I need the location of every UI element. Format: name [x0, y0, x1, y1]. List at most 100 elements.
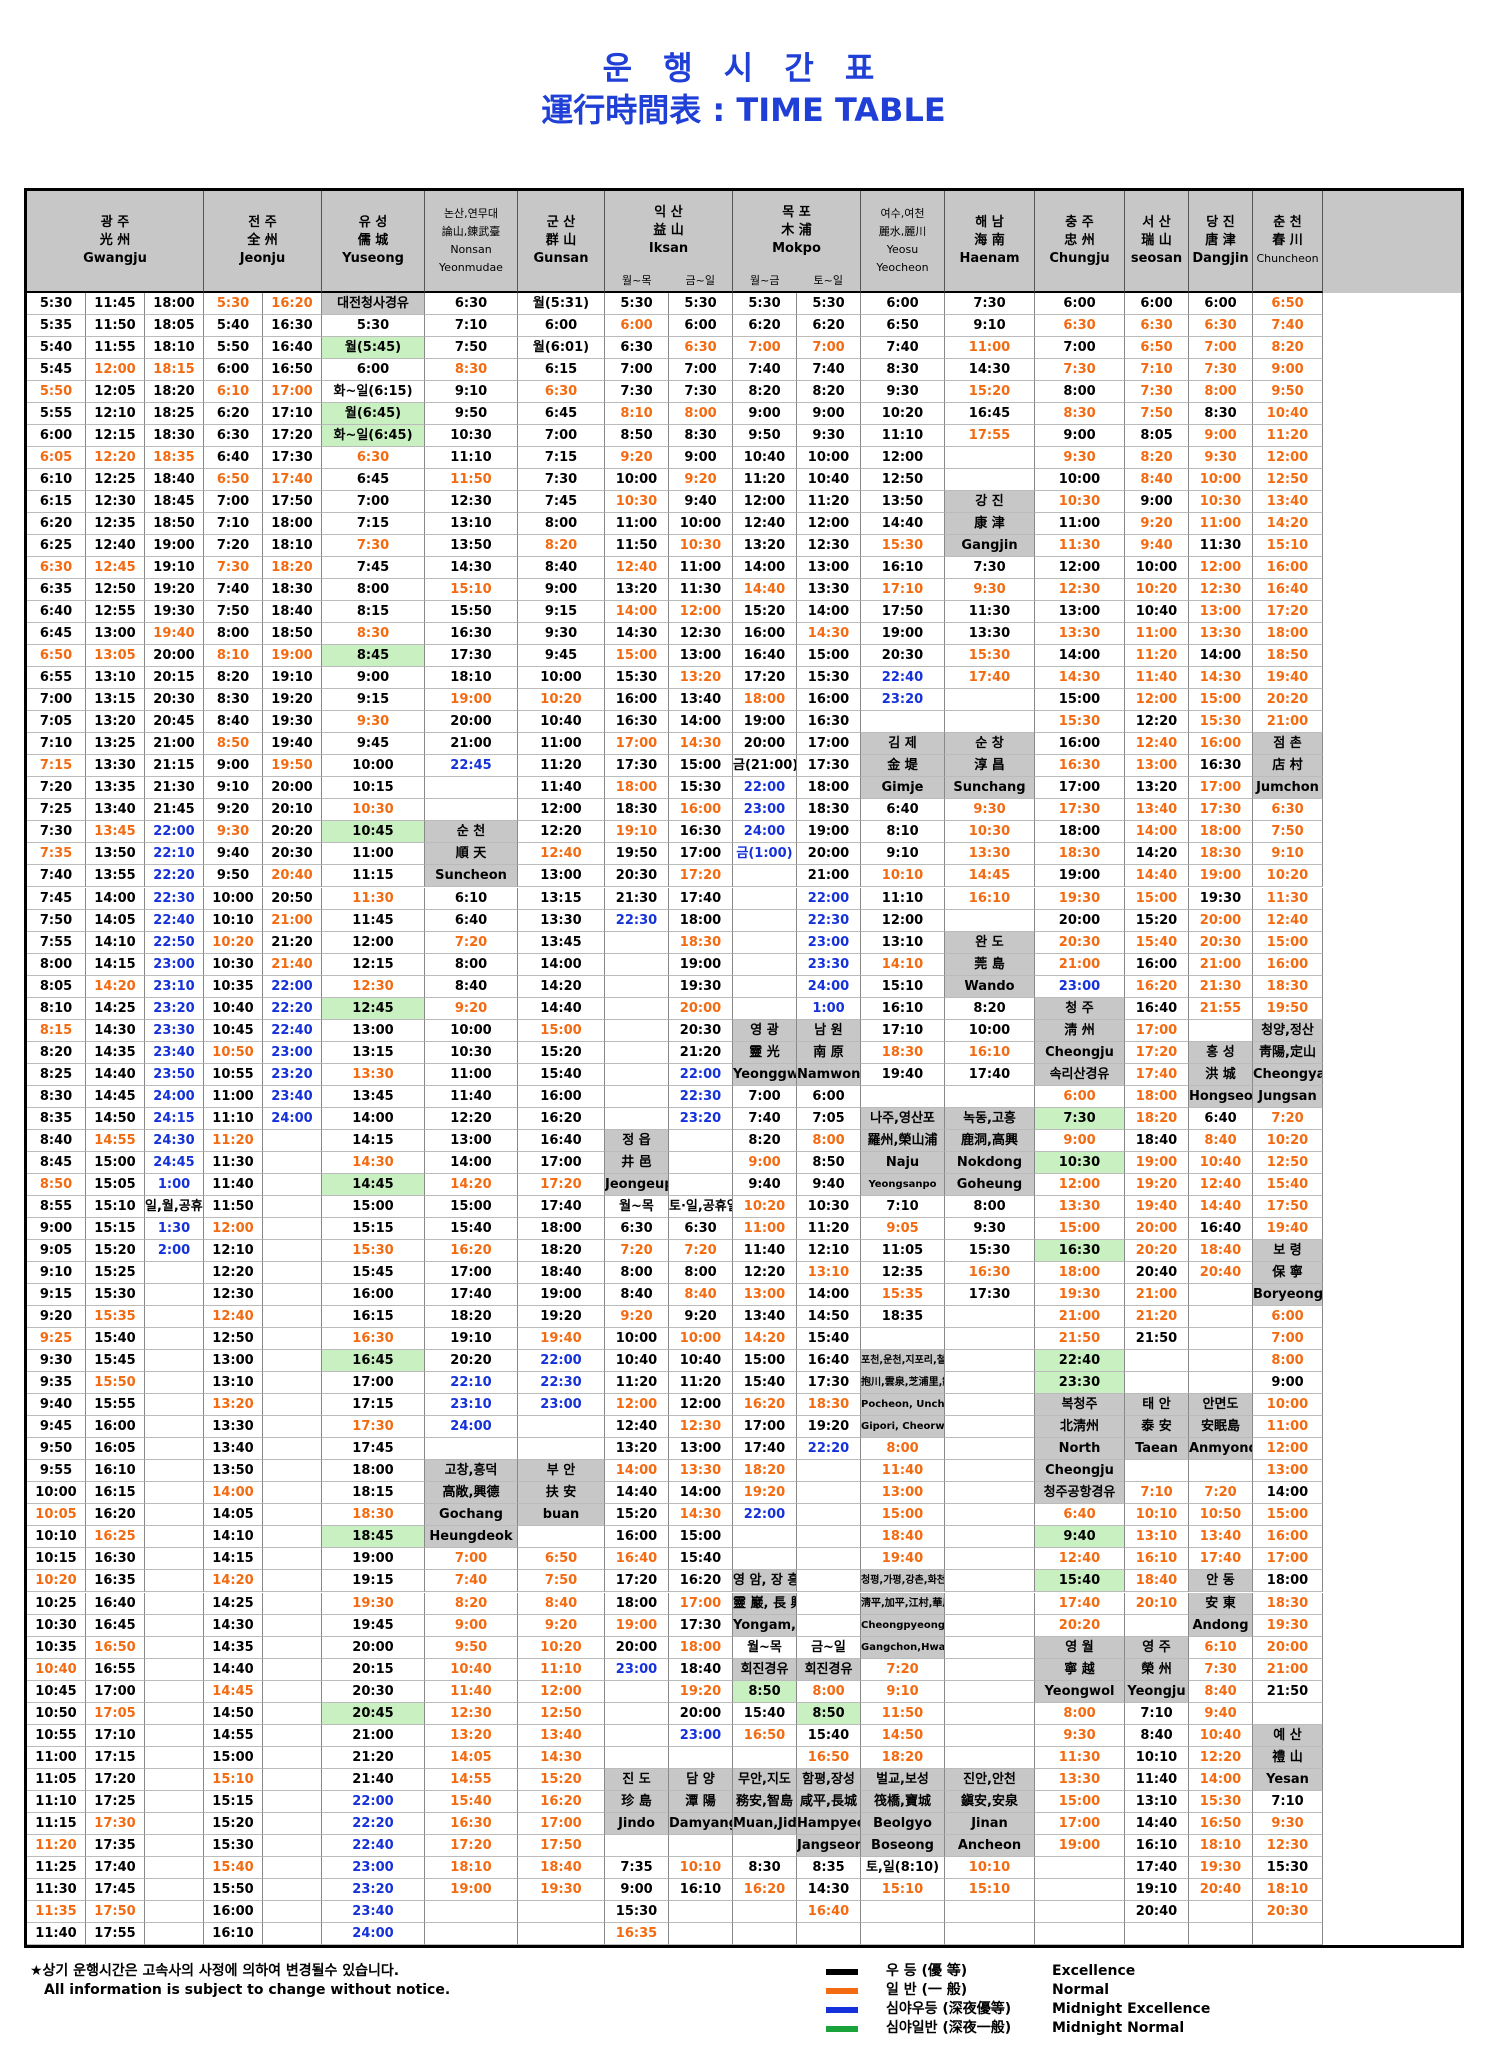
cell: 7:05: [27, 711, 86, 734]
cell: 10:20: [1125, 579, 1189, 602]
cell: 24:30: [145, 1129, 204, 1152]
cell: 21:15: [145, 755, 204, 778]
cell: 19:00: [322, 1548, 425, 1571]
cell: 6:00: [204, 359, 263, 382]
cell: Gochang: [425, 1504, 518, 1527]
cell: 8:00: [797, 1129, 861, 1152]
cell: 12:25: [86, 469, 145, 492]
cell: 13:10: [861, 931, 945, 954]
cell: 13:15: [322, 1041, 425, 1064]
cell: 8:35: [797, 1856, 861, 1879]
cell: 7:10: [1125, 1482, 1189, 1505]
cell: [669, 1129, 733, 1152]
cell: 20:10: [263, 799, 322, 822]
cell: 5:35: [27, 315, 86, 338]
cell: 17:00: [518, 1151, 605, 1174]
cell: [733, 909, 797, 932]
cell: 10:20: [204, 931, 263, 954]
cell: 5:55: [27, 403, 86, 426]
cell: 15:15: [322, 1217, 425, 1240]
cell: 19:40: [1253, 1217, 1323, 1240]
cell: 20:30: [605, 865, 669, 888]
cell: 7:10: [1125, 1702, 1189, 1725]
cell: 7:10: [425, 315, 518, 338]
cell: 19:00: [861, 623, 945, 646]
cell: 17:10: [263, 403, 322, 426]
cell: 20:40: [1189, 1262, 1253, 1285]
cell: 20:40: [263, 865, 322, 888]
cell: 12:50: [861, 469, 945, 492]
cell: 11:10: [204, 1107, 263, 1130]
cell: 16:15: [86, 1482, 145, 1505]
cell: 18:20: [861, 1746, 945, 1769]
cell: 18:10: [425, 667, 518, 690]
cell: [797, 1922, 861, 1945]
cell: 12:30: [322, 975, 425, 998]
cell: 12:00: [322, 931, 425, 954]
header-nonsan: 논산,연무대 論山,錬武臺 Nonsan Yeonmudae: [425, 191, 518, 293]
cell: 영 월: [1035, 1636, 1125, 1659]
cell: 19:00: [263, 645, 322, 668]
cell: 靑陽,定山: [1253, 1041, 1323, 1064]
cell: 7:30: [1035, 359, 1125, 382]
cell: 9:50: [204, 865, 263, 888]
cell: 18:25: [145, 403, 204, 426]
cell: 12:40: [1253, 909, 1323, 932]
cell: 9:00: [204, 755, 263, 778]
cell: 11:50: [86, 315, 145, 338]
cell: 15:00: [1035, 689, 1125, 712]
cell: 20:00: [322, 1636, 425, 1659]
cell: 17:15: [322, 1394, 425, 1417]
cell: 16:40: [797, 1350, 861, 1373]
cell: [263, 1922, 322, 1945]
cell: 월(6:45): [322, 403, 425, 426]
cell: 13:00: [669, 645, 733, 668]
cell: 22:30: [669, 1085, 733, 1108]
cell: 16:10: [861, 997, 945, 1020]
cell: 12:20: [518, 821, 605, 844]
cell: 5:50: [204, 337, 263, 360]
cell: 8:15: [322, 601, 425, 624]
cell: 17:00: [1035, 777, 1125, 800]
cell: 22:20: [145, 865, 204, 888]
cell: 9:10: [861, 1680, 945, 1703]
cell: 14:40: [1189, 1195, 1253, 1218]
cell: 22:00: [669, 1063, 733, 1086]
cell: 18:50: [145, 513, 204, 536]
cell: 완 도: [945, 931, 1035, 954]
cell: 17:00: [263, 381, 322, 404]
cell: 19:10: [145, 557, 204, 580]
cell: 20:30: [1253, 1900, 1323, 1923]
cell: 6:00: [605, 315, 669, 338]
cell: 진안,안천: [945, 1768, 1035, 1791]
cell: [945, 1306, 1035, 1329]
cell: 18:00: [605, 1592, 669, 1615]
cell: 12:40: [733, 513, 797, 536]
cell: 11:00: [1035, 513, 1125, 536]
cell: 10:15: [27, 1548, 86, 1571]
cell: 6:00: [1125, 293, 1189, 315]
cell: 16:20: [86, 1504, 145, 1527]
cell: 18:00: [669, 909, 733, 932]
cell: 12:40: [1189, 1173, 1253, 1196]
cell: 9:00: [1125, 491, 1189, 514]
cell: 8:50: [204, 733, 263, 756]
cell: 17:40: [518, 1195, 605, 1218]
cell: 7:00: [425, 1548, 518, 1571]
cell: 13:45: [518, 931, 605, 954]
cell: 12:20: [86, 447, 145, 470]
cell: 7:45: [322, 557, 425, 580]
cell: [263, 1702, 322, 1725]
cell: 14:55: [86, 1129, 145, 1152]
cell: 13:45: [322, 1085, 425, 1108]
cell: 9:40: [204, 843, 263, 866]
cell: 7:30: [945, 293, 1035, 315]
cell: 10:30: [945, 821, 1035, 844]
cell: 21:00: [797, 865, 861, 888]
cell: 泰 安: [1125, 1416, 1189, 1439]
cell: 금~일: [797, 1636, 861, 1659]
cell: 19:00: [1125, 1151, 1189, 1174]
cell: 12:00: [204, 1217, 263, 1240]
cell: 鎭安,安泉: [945, 1790, 1035, 1813]
